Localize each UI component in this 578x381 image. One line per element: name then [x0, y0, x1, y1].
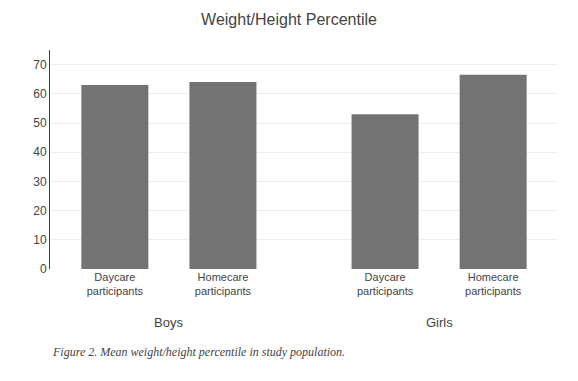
svg-text:Weight/Height Percentile: Weight/Height Percentile [201, 11, 377, 28]
svg-text:Homecareparticipants: Homecareparticipants [465, 271, 522, 297]
svg-text:Figure 2. Mean weight/height p: Figure 2. Mean weight/height percentile … [52, 345, 345, 359]
svg-text:Daycareparticipants: Daycareparticipants [357, 271, 414, 297]
svg-text:10: 10 [33, 233, 47, 247]
svg-text:Girls: Girls [426, 315, 453, 330]
svg-text:Daycareparticipants: Daycareparticipants [87, 271, 144, 297]
svg-text:Boys: Boys [154, 315, 183, 330]
svg-text:60: 60 [33, 87, 47, 101]
svg-text:70: 70 [33, 58, 47, 72]
svg-text:40: 40 [33, 145, 47, 159]
svg-text:0: 0 [40, 262, 47, 276]
svg-text:Homecareparticipants: Homecareparticipants [195, 271, 252, 297]
svg-text:50: 50 [33, 116, 47, 130]
svg-text:30: 30 [33, 175, 47, 189]
svg-text:20: 20 [33, 204, 47, 218]
